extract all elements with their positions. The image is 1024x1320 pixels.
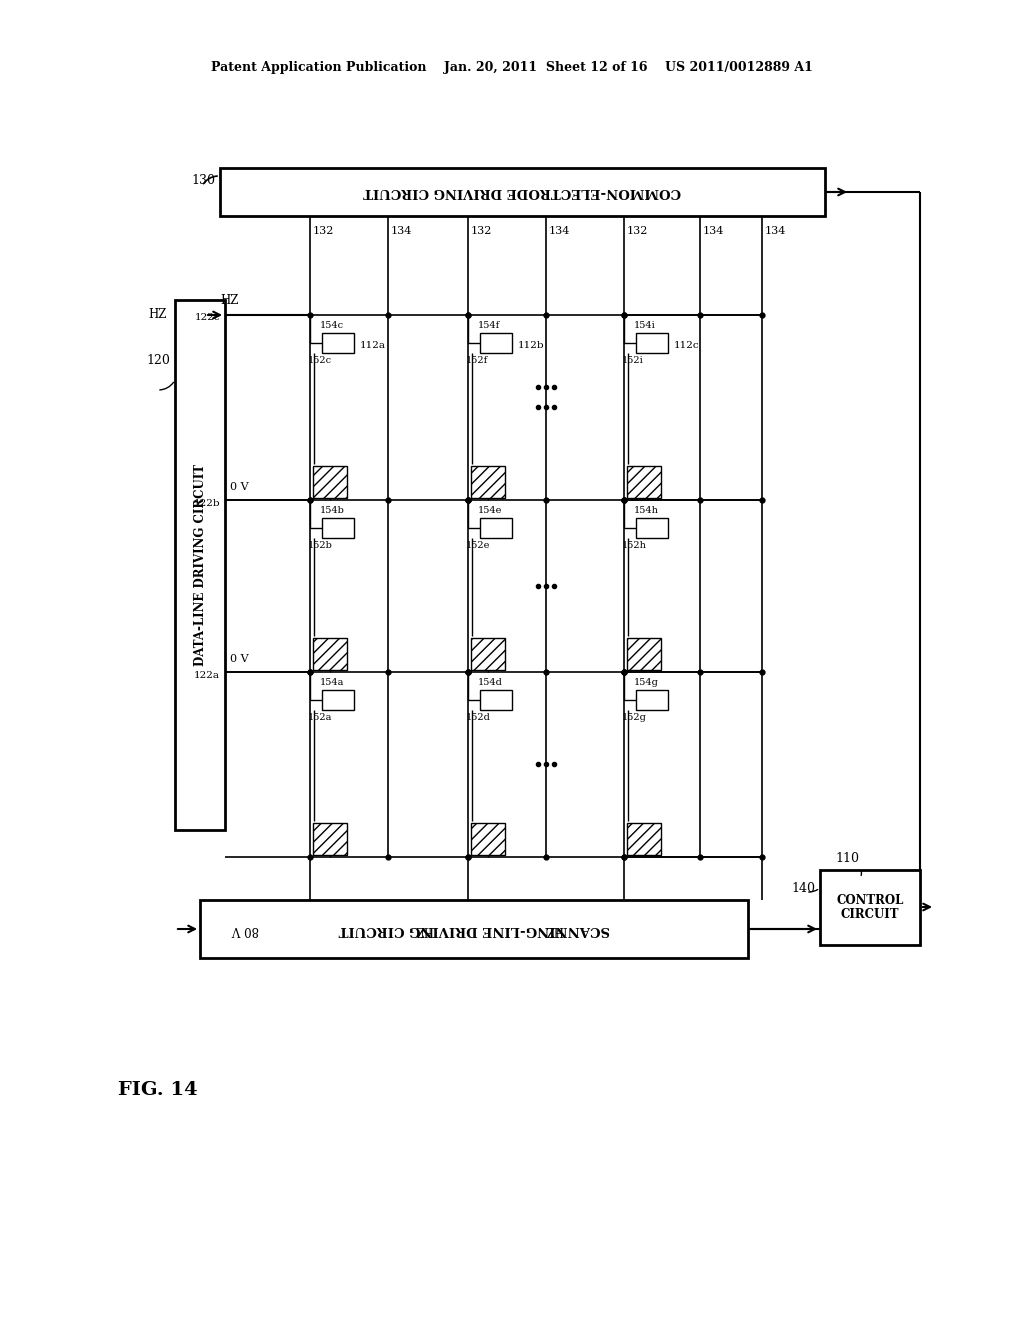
Text: 154a: 154a [319,678,344,686]
Bar [627,638,662,671]
Text: 120: 120 [146,354,170,367]
Text: 154g: 154g [634,678,658,686]
Text: HZ: HZ [220,294,239,308]
Bar [322,690,354,710]
Bar [471,466,505,498]
Text: 140: 140 [791,882,815,895]
Text: HZ: HZ [415,923,433,936]
Text: 154f: 154f [478,321,501,330]
Text: 152g: 152g [622,713,647,722]
Text: 152h: 152h [622,541,647,550]
Text: 134: 134 [703,226,724,236]
Bar [480,690,512,710]
Bar [175,300,225,830]
Text: 122a: 122a [194,671,220,680]
Text: 134: 134 [549,226,570,236]
Bar [200,900,748,958]
Text: 112b: 112b [518,341,545,350]
Bar [313,466,347,498]
Text: 80 V: 80 V [231,923,259,936]
Text: 154b: 154b [319,506,345,515]
Text: 112a: 112a [360,341,386,350]
Bar [313,638,347,671]
Text: 134: 134 [765,226,786,236]
Bar [322,333,354,352]
Bar [322,517,354,539]
Text: 154c: 154c [319,321,344,330]
Text: 152f: 152f [466,356,488,366]
Text: 134: 134 [391,226,413,236]
Bar [820,870,920,945]
Text: 132: 132 [627,226,648,236]
Text: 154i: 154i [634,321,655,330]
Text: FIG. 14: FIG. 14 [118,1081,198,1100]
Text: 152a: 152a [308,713,333,722]
Bar [627,822,662,855]
Bar [636,517,668,539]
Text: SCANNING-LINE DRIVING CIRCUIT: SCANNING-LINE DRIVING CIRCUIT [338,923,609,936]
Text: DATA-LINE DRIVING CIRCUIT: DATA-LINE DRIVING CIRCUIT [194,465,207,667]
Text: 154d: 154d [478,678,503,686]
Text: 0 V: 0 V [230,653,249,664]
Text: 132: 132 [471,226,493,236]
Text: 122b: 122b [194,499,220,507]
Text: 152b: 152b [308,541,333,550]
Text: Patent Application Publication    Jan. 20, 2011  Sheet 12 of 16    US 2011/00128: Patent Application Publication Jan. 20, … [211,62,813,74]
Text: 154e: 154e [478,506,503,515]
Bar [480,517,512,539]
Bar [480,333,512,352]
Text: 154h: 154h [634,506,658,515]
Text: 0 V: 0 V [230,482,249,492]
Text: 130: 130 [191,173,215,186]
Text: COMMON-ELECTRODE DRIVING CIRCUIT: COMMON-ELECTRODE DRIVING CIRCUIT [364,186,681,198]
Text: 152d: 152d [466,713,490,722]
Text: 110: 110 [835,851,859,865]
Text: CONTROL
CIRCUIT: CONTROL CIRCUIT [837,894,904,921]
Text: 152c: 152c [308,356,332,366]
Bar [471,638,505,671]
Text: HZ: HZ [545,923,563,936]
Bar [313,822,347,855]
Text: 112c: 112c [674,341,699,350]
Text: 152e: 152e [466,541,490,550]
Text: HZ: HZ [148,309,167,322]
Text: 152i: 152i [622,356,644,366]
Bar [471,822,505,855]
Bar [220,168,825,216]
Bar [627,466,662,498]
Bar [636,690,668,710]
Text: 132: 132 [313,226,335,236]
Bar [636,333,668,352]
Text: 122c: 122c [195,314,220,322]
